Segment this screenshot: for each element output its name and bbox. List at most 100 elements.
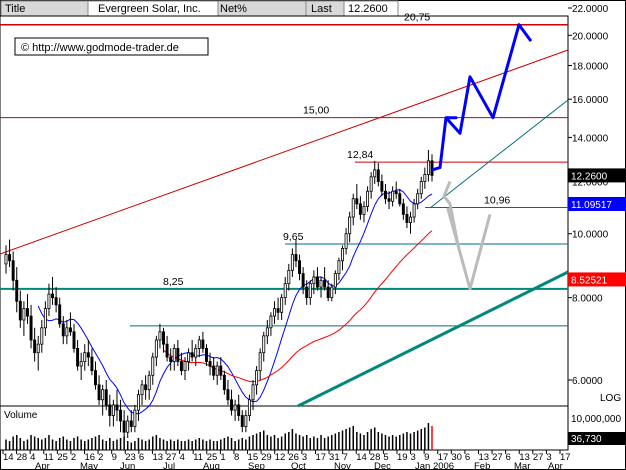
date-tick-label: 3 xyxy=(411,452,416,463)
candle xyxy=(258,348,262,380)
volume-bar xyxy=(230,438,233,450)
candle-body xyxy=(301,273,305,288)
candle xyxy=(283,276,287,305)
candle xyxy=(18,290,22,328)
candle-body xyxy=(383,190,387,200)
volume-bar xyxy=(105,441,107,450)
volume-bar xyxy=(58,438,61,450)
date-tick-label: 9 xyxy=(112,452,117,463)
candle-body xyxy=(305,286,309,299)
moving-average-short xyxy=(37,189,433,415)
candle-body xyxy=(251,384,255,401)
volume-bar xyxy=(327,436,329,450)
volume-bar xyxy=(209,439,211,450)
candle-body xyxy=(319,279,323,288)
candle xyxy=(362,201,366,223)
volume-bar xyxy=(173,441,176,450)
candle xyxy=(172,344,176,371)
candle xyxy=(97,375,101,405)
candle-body xyxy=(194,348,198,358)
volume-bar xyxy=(44,438,47,450)
date-tick-label: 30 xyxy=(451,452,462,463)
date-tick-label: 7 xyxy=(343,452,348,463)
date-tick-label: 2 xyxy=(98,452,103,463)
level-annotation: 15,00 xyxy=(303,105,329,117)
volume-bar xyxy=(252,435,254,450)
volume-bar xyxy=(130,442,133,450)
bullish-forecast-path xyxy=(431,23,533,172)
candle-body xyxy=(230,399,234,411)
date-tick-label: 23 xyxy=(125,452,136,463)
candle-body xyxy=(43,308,47,329)
candle-body xyxy=(90,356,94,372)
candle xyxy=(122,410,126,438)
volume-bar xyxy=(166,441,168,450)
candle xyxy=(208,352,212,376)
candle xyxy=(144,375,148,400)
price-badge-label: 12.2600 xyxy=(571,171,608,182)
volume-bar xyxy=(262,430,265,450)
y-tick-label: 6.0000 xyxy=(572,376,603,387)
candle-body xyxy=(136,394,140,411)
candle-body xyxy=(51,293,55,299)
candle-body xyxy=(212,365,216,376)
month-label: Nov xyxy=(334,461,351,470)
candle-body xyxy=(215,365,219,376)
candle-body xyxy=(358,203,362,215)
volume-bar xyxy=(162,439,165,450)
candle xyxy=(58,297,62,328)
candle-body xyxy=(265,327,269,337)
candle-body xyxy=(79,361,83,367)
candle-body xyxy=(237,404,241,416)
candle xyxy=(355,183,359,210)
volume-bar xyxy=(406,432,408,450)
candle xyxy=(398,188,402,207)
candle-body xyxy=(47,293,51,309)
candle-body xyxy=(326,286,330,299)
volume-axis-value: 36,730 xyxy=(571,434,602,445)
volume-bar xyxy=(212,441,215,450)
candle xyxy=(280,294,284,320)
candle xyxy=(323,267,327,291)
volume-bar xyxy=(323,438,326,450)
candle xyxy=(312,270,316,295)
candle-body xyxy=(219,365,223,376)
volume-bar xyxy=(266,435,269,450)
volume-bar xyxy=(245,439,247,450)
volume-bar xyxy=(80,439,82,450)
header-name: Evergreen Solar, Inc. xyxy=(98,3,201,15)
candle-body xyxy=(226,389,230,401)
date-tick-label: 6 xyxy=(506,452,511,463)
volume-bar xyxy=(334,433,337,450)
date-tick-label: 17 xyxy=(315,452,326,463)
candle xyxy=(255,366,259,395)
candle xyxy=(61,316,65,345)
candle xyxy=(405,206,409,229)
volume-bar xyxy=(356,432,358,450)
month-label: Jun xyxy=(120,461,135,470)
candle-body xyxy=(58,304,62,325)
candle xyxy=(33,327,37,362)
candle-body xyxy=(183,361,187,372)
price-badge xyxy=(568,196,626,211)
candle xyxy=(233,399,237,421)
candle-body xyxy=(8,254,12,262)
candle xyxy=(222,370,226,395)
candle xyxy=(348,211,352,243)
candle xyxy=(151,352,155,385)
date-tick-label: 14 xyxy=(356,452,367,463)
date-tick-label: 11 xyxy=(193,452,203,463)
candle-body xyxy=(409,216,412,223)
volume-bar xyxy=(363,435,365,450)
candle-body xyxy=(111,404,115,416)
candle xyxy=(265,319,269,345)
volume-bar xyxy=(91,438,93,450)
candle xyxy=(54,287,58,313)
volume-bar xyxy=(223,438,226,450)
date-tick-label: 31 xyxy=(329,452,340,463)
candle xyxy=(101,384,105,416)
candle xyxy=(201,331,205,353)
date-tick-label: 15 xyxy=(248,452,259,463)
volume-bar xyxy=(159,438,161,450)
volume-bar xyxy=(316,438,319,450)
